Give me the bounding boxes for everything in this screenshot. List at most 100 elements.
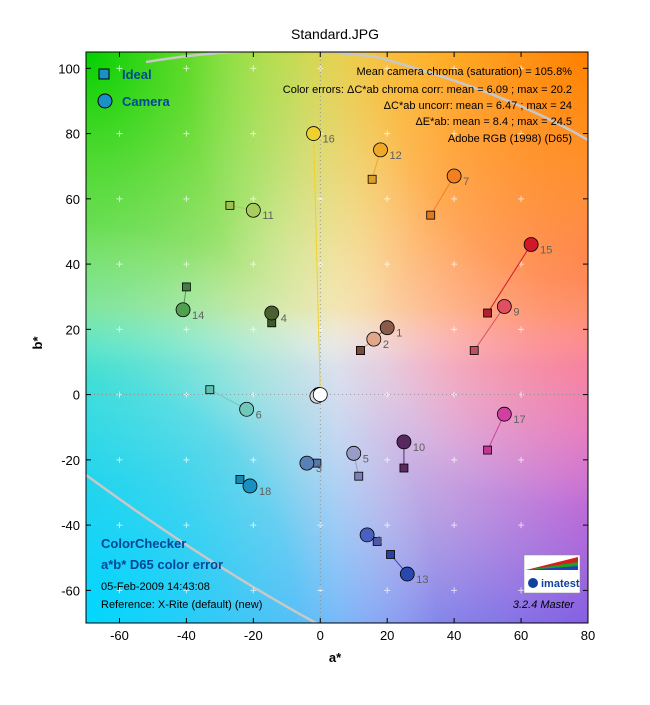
- patch-label-8: 8: [376, 535, 382, 547]
- camera-marker-4: [264, 305, 280, 321]
- ideal-marker-2: [356, 346, 365, 355]
- grid-cross: [183, 456, 190, 463]
- patch-label-7: 7: [463, 176, 469, 188]
- grid-cross: [116, 65, 123, 72]
- legend-camera-label: Camera: [122, 94, 170, 109]
- camera-marker-3: [299, 455, 315, 471]
- grid-cross: [183, 130, 190, 137]
- grid-cross: [183, 261, 190, 268]
- ideal-marker-7: [426, 210, 436, 220]
- camera-marker-17: [496, 406, 512, 422]
- ideal-marker-10: [399, 463, 409, 473]
- gamut-boundary-top: [145, 52, 588, 142]
- grid-cross: [250, 326, 257, 333]
- grid-cross: [116, 195, 123, 202]
- gamut-boundary-bottom: [86, 473, 317, 623]
- legend-ideal-label: Ideal: [122, 67, 152, 82]
- stats-line: ΔE*ab: mean = 8.4 ; max = 24.5: [415, 116, 572, 128]
- grid-cross: [183, 65, 190, 72]
- grid-cross: [451, 587, 458, 594]
- error-vector-9: [473, 306, 505, 351]
- grid-cross: [518, 456, 525, 463]
- chart-title: Standard.JPG: [291, 26, 379, 42]
- grid-cross: [451, 195, 458, 202]
- stats-line: Color errors: ΔC*ab chroma corr: mean = …: [283, 84, 572, 96]
- reference: Reference: X-Rite (default) (new): [101, 599, 262, 611]
- patch-label-14: 14: [192, 310, 204, 322]
- patch-label-1: 1: [396, 328, 402, 340]
- y-tick-label: -60: [61, 583, 80, 598]
- x-tick-label: 60: [514, 628, 528, 643]
- grid-cross: [183, 195, 190, 202]
- stats-line: Adobe RGB (1998) (D65): [448, 133, 572, 145]
- y-tick-label: 20: [66, 322, 80, 337]
- grid-cross: [384, 195, 391, 202]
- ideal-marker-9: [469, 346, 479, 355]
- version: 3.2.4 Master: [513, 599, 575, 611]
- grid-cross: [384, 261, 391, 268]
- grid-cross: [116, 130, 123, 137]
- grid-cross: [250, 587, 257, 594]
- colorchecker-subtitle: a*b* D65 color error: [101, 557, 223, 572]
- grid-cross: [183, 522, 190, 529]
- stats-line: ΔC*ab uncorr: mean = 6.47 ; max = 24: [384, 100, 572, 112]
- grid-cross: [451, 326, 458, 333]
- grid-cross: [451, 261, 458, 268]
- grid-cross: [250, 261, 257, 268]
- grid-cross: [116, 391, 123, 398]
- bg-cyan: [86, 52, 588, 623]
- ideal-marker-6: [205, 385, 215, 395]
- x-axis-ticks: -60 -40 -20 0 20 40 60 80: [110, 52, 595, 643]
- patch-label-10: 10: [413, 442, 425, 454]
- patch-label-17: 17: [513, 414, 525, 426]
- grid-cross: [116, 326, 123, 333]
- camera-marker-1: [379, 320, 395, 336]
- grid-cross: [317, 522, 324, 529]
- grid-cross: [518, 195, 525, 202]
- camera-marker-14: [175, 302, 191, 318]
- x-tick-label: 40: [447, 628, 461, 643]
- legend-ideal-marker: [98, 68, 110, 80]
- grid-cross: [116, 261, 123, 268]
- camera-marker-7: [446, 168, 462, 184]
- patch-label-16: 16: [323, 134, 335, 146]
- grid-cross: [451, 65, 458, 72]
- grid-cross: [518, 130, 525, 137]
- ideal-marker-18: [235, 475, 245, 484]
- camera-marker-12: [373, 142, 388, 158]
- grid-cross: [451, 130, 458, 137]
- grid-cross: [518, 65, 525, 72]
- grid-cross: [250, 130, 257, 137]
- colorchecker-title: ColorChecker: [101, 536, 186, 551]
- grid-cross: [116, 456, 123, 463]
- x-tick-label: 0: [317, 628, 324, 643]
- patch-label-13: 13: [416, 574, 428, 586]
- patch-label-9: 9: [513, 307, 519, 319]
- x-tick-label: 80: [581, 628, 595, 643]
- plot-background: [86, 52, 588, 623]
- patch-label-18: 18: [259, 486, 271, 498]
- y-tick-label: 100: [58, 61, 80, 76]
- y-tick-label: 0: [73, 388, 80, 403]
- grid-cross: [183, 587, 190, 594]
- x-tick-label: -20: [244, 628, 263, 643]
- grid-cross: [384, 65, 391, 72]
- stats-annotation: Mean camera chroma (saturation) = 105.8%…: [283, 66, 572, 145]
- y-tick-label: 40: [66, 257, 80, 272]
- grid-cross: [250, 65, 257, 72]
- grid-cross: [250, 522, 257, 529]
- grid-cross: [518, 522, 525, 529]
- bottom-left-annotation: ColorChecker a*b* D65 color error 05-Feb…: [101, 536, 262, 611]
- y-tick-label: -20: [61, 453, 80, 468]
- grid-cross: [384, 522, 391, 529]
- x-tick-label: -40: [177, 628, 196, 643]
- y-tick-label: 80: [66, 127, 80, 142]
- grid-cross: [250, 391, 257, 398]
- ideal-marker-8: [372, 537, 382, 546]
- grid-cross: [116, 587, 123, 594]
- error-vector-15: [487, 244, 532, 314]
- y-axis-label: b*: [30, 336, 45, 350]
- patch-label-5: 5: [363, 453, 369, 465]
